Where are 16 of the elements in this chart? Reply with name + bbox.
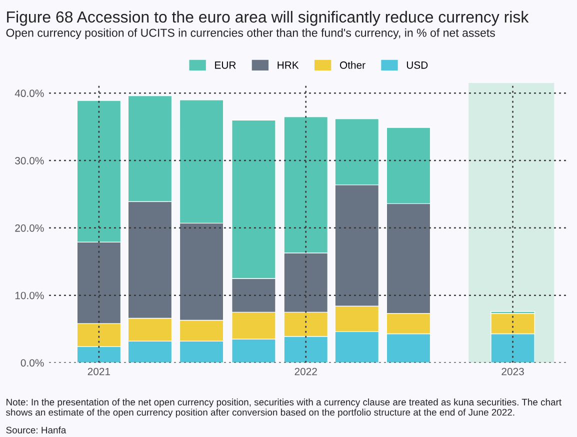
legend-label: Other [340, 61, 366, 69]
y-tick-label: 20.0% [15, 224, 44, 232]
y-tick-label: 10.0% [15, 292, 44, 300]
y-tick-label: 40.0% [14, 90, 44, 98]
legend-label: EUR [215, 62, 236, 69]
x-tick-label: 2022 [294, 368, 317, 376]
x-tick-label: 2023 [502, 368, 524, 376]
x-tick-label: 2021 [88, 368, 110, 376]
legend-label: USD [406, 61, 428, 69]
y-tick-label: 30.0% [15, 157, 44, 164]
text: Note: In the presentation of the net open currency position, securities with a currency clause are treated as kuna securities. The chart shows an estimate of the open currency position after conversion based on the portfolio structure at the end of June 2022. [6, 398, 562, 418]
source-note: Source: Hanfa [6, 426, 66, 434]
chart-subtitle: Open currency position of UCITS in currencies other than the fund's currency, in % of net assets [6, 28, 495, 40]
chart-title: Figure 68 Accession to the euro area will significantly reduce currency risk [7, 10, 529, 26]
y-tick-label: 0.0% [20, 359, 44, 367]
legend-label: HRK [278, 62, 299, 69]
